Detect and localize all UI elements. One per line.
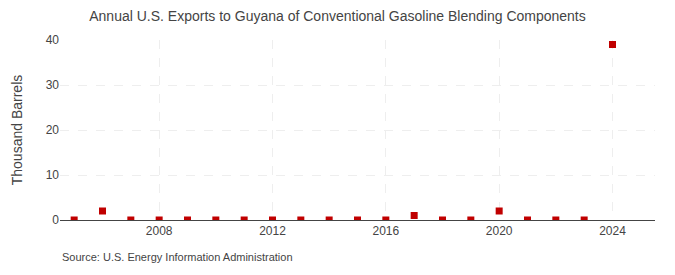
svg-text:Thousand Barrels: Thousand Barrels bbox=[9, 75, 25, 186]
svg-text:Annual U.S. Exports to Guyana: Annual U.S. Exports to Guyana of Convent… bbox=[89, 8, 586, 24]
svg-text:30: 30 bbox=[46, 78, 60, 92]
svg-text:20: 20 bbox=[46, 123, 60, 137]
svg-text:2020: 2020 bbox=[486, 224, 513, 238]
svg-text:2016: 2016 bbox=[372, 224, 399, 238]
svg-text:40: 40 bbox=[46, 33, 60, 47]
svg-text:10: 10 bbox=[46, 168, 60, 182]
svg-text:2008: 2008 bbox=[146, 224, 173, 238]
svg-text:2012: 2012 bbox=[259, 224, 286, 238]
svg-text:Source: U.S. Energy Informatio: Source: U.S. Energy Information Administ… bbox=[62, 251, 293, 263]
svg-text:2024: 2024 bbox=[599, 224, 626, 238]
svg-text:0: 0 bbox=[52, 213, 59, 227]
